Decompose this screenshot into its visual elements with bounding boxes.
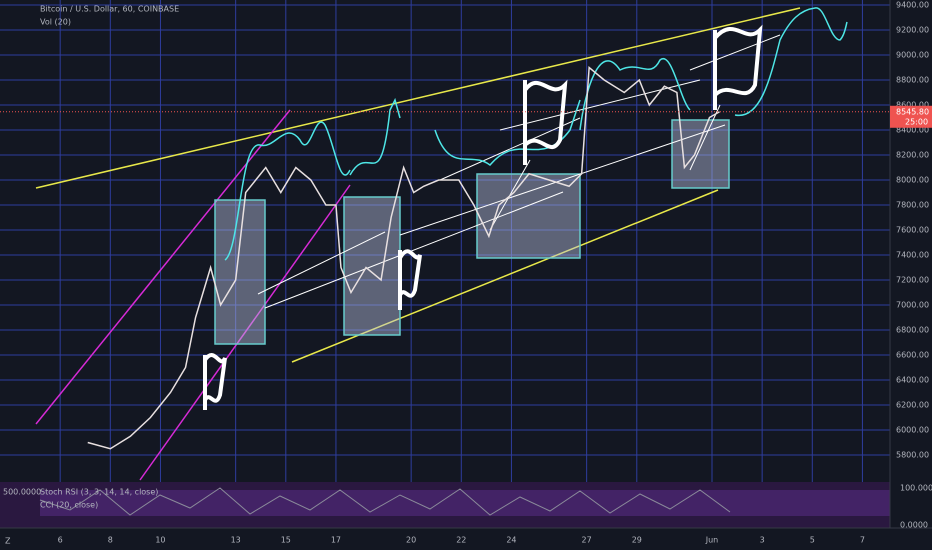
y-tick-label: 8000.00	[896, 176, 929, 185]
x-tick-label: 20	[406, 536, 416, 545]
y-tick-label: 7800.00	[896, 201, 929, 210]
last-price-label: 8545.80	[896, 107, 929, 116]
y-tick-label: 6000.00	[896, 426, 929, 435]
x-tick-label: 8	[108, 536, 113, 545]
y-tick-label: 6600.00	[896, 351, 929, 360]
y-tick-label: 7000.00	[896, 301, 929, 310]
arrow	[689, 34, 781, 71]
flag	[203, 353, 227, 410]
indicator-band	[40, 490, 890, 516]
chart-title: Bitcoin / U.S. Dollar, 60, COINBASE	[40, 5, 179, 14]
corner-label: Z	[5, 537, 11, 546]
last-price-tag	[890, 105, 932, 128]
chart-subtitle: Vol (20)	[40, 18, 71, 27]
y-tick-label: 9000.00	[896, 51, 929, 60]
x-tick-label: 6	[58, 536, 63, 545]
flag	[523, 79, 568, 165]
x-tick-label: 29	[632, 536, 642, 545]
arrow	[399, 124, 726, 236]
indicator-value: 500.0000	[3, 488, 41, 497]
indicator-label: Stoch RSI (3, 3, 14, 14, close)	[40, 488, 158, 497]
x-tick-label: 10	[155, 536, 165, 545]
y-tick-label: 9200.00	[896, 26, 929, 35]
indicator-scale: 0.0000	[900, 521, 928, 530]
y-tick-label: 9400.00	[896, 1, 929, 10]
x-tick-label: 13	[231, 536, 241, 545]
x-tick-label: 3	[760, 536, 765, 545]
projection	[349, 97, 401, 176]
flag	[713, 24, 763, 110]
x-tick-label: 17	[331, 536, 341, 545]
y-tick-label: 8600.00	[896, 101, 929, 110]
price-line	[87, 65, 720, 450]
trend-line	[35, 7, 801, 189]
trend-line	[291, 189, 719, 363]
flag	[398, 249, 422, 310]
grid	[0, 0, 890, 528]
y-tick-label: 7200.00	[896, 276, 929, 285]
indicator-scale: 100.0000	[900, 484, 932, 493]
indicator-label: CCI (20, close)	[40, 501, 98, 510]
y-tick-label: 8400.00	[896, 126, 929, 135]
oscillator-line	[39, 487, 731, 516]
range-box	[214, 199, 266, 345]
projection	[579, 58, 691, 131]
arrow	[689, 104, 721, 171]
arrow	[264, 191, 564, 309]
x-tick-label: 7	[860, 536, 865, 545]
y-tick-label: 8200.00	[896, 151, 929, 160]
arrow	[257, 231, 386, 295]
plot	[87, 65, 720, 450]
countdown-label: 25:00	[905, 117, 928, 126]
y-tick-label: 7400.00	[896, 251, 929, 260]
projection	[734, 7, 848, 117]
arrow	[439, 117, 581, 181]
x-tick-label: 22	[456, 536, 466, 545]
x-tick-label: 27	[582, 536, 592, 545]
projection	[224, 121, 351, 261]
x-tick-label: 15	[281, 536, 291, 545]
y-tick-label: 6800.00	[896, 326, 929, 335]
y-tick-label: 6400.00	[896, 376, 929, 385]
y-tick-label: 8800.00	[896, 76, 929, 85]
range-box	[476, 173, 581, 259]
arrow	[499, 79, 701, 131]
drawings	[35, 7, 848, 481]
x-tick-label: 5	[810, 536, 815, 545]
x-tick-label: Jun	[705, 536, 719, 545]
y-tick-label: 7600.00	[896, 226, 929, 235]
channel-line	[139, 184, 351, 481]
x-tick-label: 24	[506, 536, 516, 545]
y-tick-label: 6200.00	[896, 401, 929, 410]
y-tick-label: 5800.00	[896, 451, 929, 460]
